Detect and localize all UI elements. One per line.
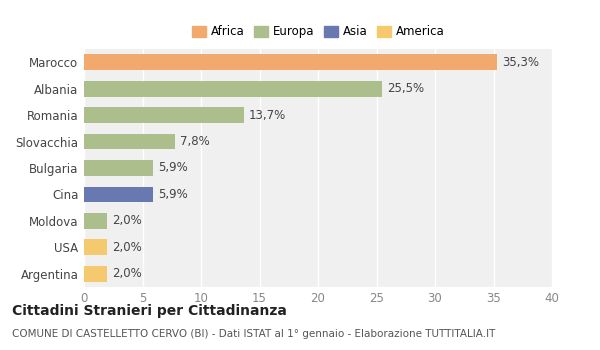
Text: COMUNE DI CASTELLETTO CERVO (BI) - Dati ISTAT al 1° gennaio - Elaborazione TUTTI: COMUNE DI CASTELLETTO CERVO (BI) - Dati …	[12, 329, 496, 339]
Text: 13,7%: 13,7%	[249, 108, 286, 121]
Bar	[84, 81, 382, 97]
Bar	[84, 266, 107, 282]
Text: 5,9%: 5,9%	[158, 188, 187, 201]
Bar	[84, 107, 244, 123]
Text: Cittadini Stranieri per Cittadinanza: Cittadini Stranieri per Cittadinanza	[12, 304, 287, 318]
Bar	[84, 160, 153, 176]
Bar	[84, 54, 497, 70]
Text: 2,0%: 2,0%	[112, 267, 142, 280]
Text: 2,0%: 2,0%	[112, 241, 142, 254]
Bar	[84, 134, 175, 149]
Bar	[84, 239, 107, 255]
Text: 5,9%: 5,9%	[158, 161, 187, 175]
Text: 25,5%: 25,5%	[387, 82, 424, 95]
Text: 35,3%: 35,3%	[502, 56, 539, 69]
Text: 2,0%: 2,0%	[112, 215, 142, 228]
Legend: Africa, Europa, Asia, America: Africa, Europa, Asia, America	[190, 23, 446, 41]
Text: 7,8%: 7,8%	[180, 135, 209, 148]
Bar	[84, 187, 153, 202]
Bar	[84, 213, 107, 229]
